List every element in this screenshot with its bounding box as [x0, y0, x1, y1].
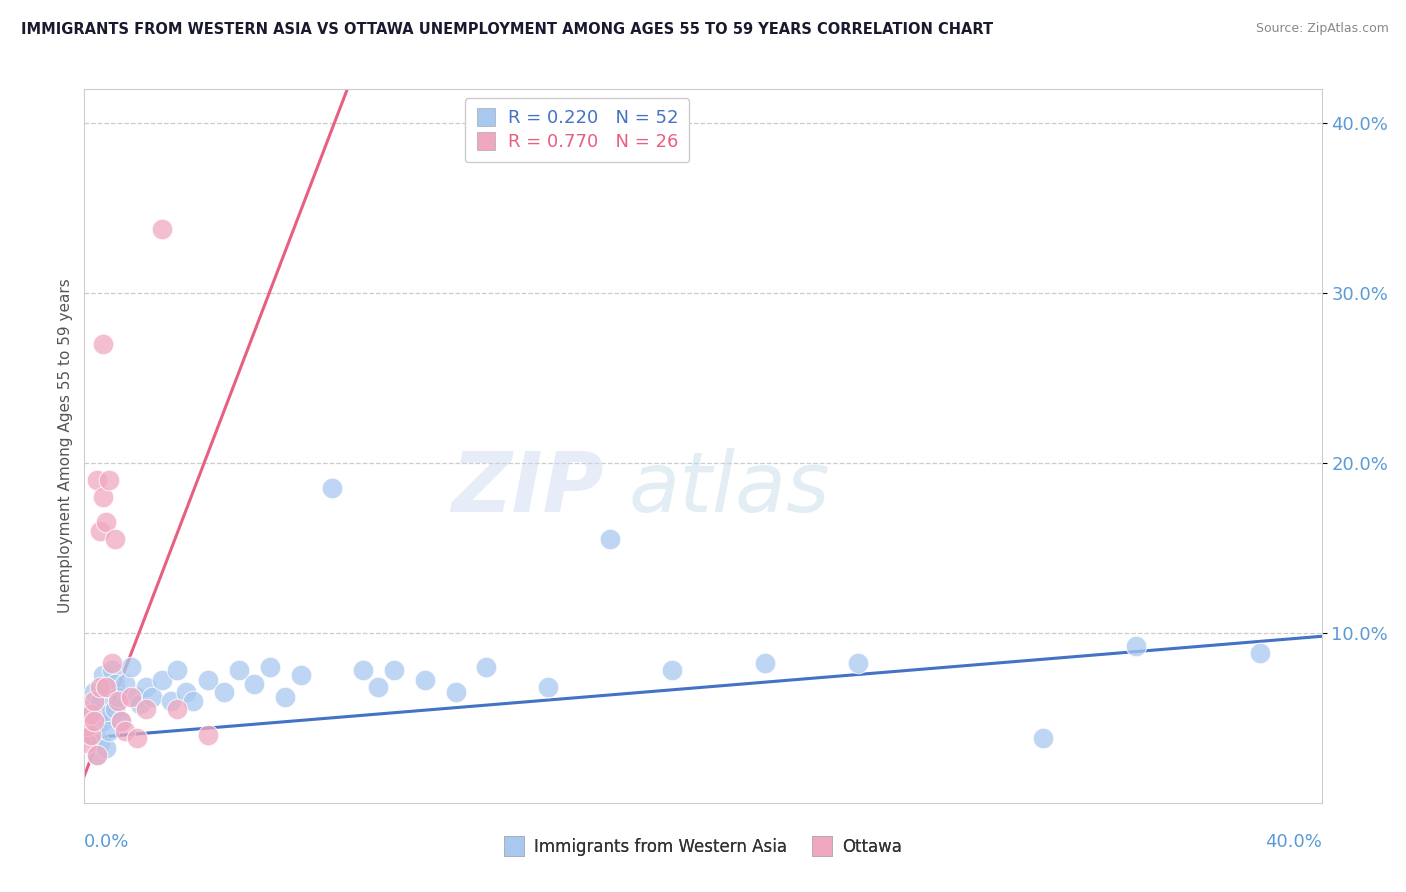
Point [754, 657, 776, 671]
Point [290, 668, 312, 682]
Point [83, 694, 105, 708]
Point [89, 524, 111, 538]
Point [176, 685, 198, 699]
Point [89, 736, 111, 750]
Point [599, 533, 621, 547]
Point [661, 663, 683, 677]
Point [846, 657, 869, 671]
Point [259, 660, 281, 674]
Point [101, 657, 124, 671]
Point [321, 482, 343, 496]
Point [83, 714, 105, 729]
Point [197, 728, 219, 742]
Point [98, 707, 121, 722]
Point [83, 731, 105, 746]
Point [150, 221, 173, 235]
Text: 0.0%: 0.0% [84, 833, 129, 851]
Y-axis label: Unemployment Among Ages 55 to 59 years: Unemployment Among Ages 55 to 59 years [58, 278, 73, 614]
Text: 40.0%: 40.0% [1265, 833, 1322, 851]
Point [76, 719, 98, 733]
Point [212, 685, 235, 699]
Text: atlas: atlas [628, 449, 831, 529]
Point [135, 702, 157, 716]
Text: ZIP: ZIP [451, 449, 605, 529]
Point [89, 694, 111, 708]
Point [86, 748, 108, 763]
Point [166, 702, 188, 716]
Point [89, 680, 111, 694]
Point [94, 516, 117, 530]
Point [120, 660, 142, 674]
Point [181, 694, 204, 708]
Point [120, 690, 142, 705]
Point [110, 714, 132, 729]
Point [91, 714, 114, 729]
Point [444, 685, 467, 699]
Point [86, 719, 108, 733]
Point [475, 660, 498, 674]
Point [197, 673, 219, 688]
Point [91, 337, 114, 351]
Legend: Immigrants from Western Asia, Ottawa: Immigrants from Western Asia, Ottawa [498, 831, 908, 863]
Point [107, 694, 129, 708]
Point [101, 663, 124, 677]
Point [110, 714, 132, 729]
Point [413, 673, 436, 688]
Point [274, 690, 297, 705]
Point [86, 748, 108, 763]
Point [76, 736, 98, 750]
Point [129, 698, 152, 712]
Point [160, 694, 183, 708]
Point [228, 663, 250, 677]
Point [166, 663, 188, 677]
Point [91, 490, 114, 504]
Point [135, 680, 157, 694]
Text: Source: ZipAtlas.com: Source: ZipAtlas.com [1256, 22, 1389, 36]
Point [107, 690, 129, 705]
Point [125, 690, 148, 705]
Point [91, 668, 114, 682]
Point [1032, 731, 1054, 746]
Point [150, 673, 173, 688]
Point [98, 724, 121, 739]
Point [104, 533, 127, 547]
Point [104, 677, 127, 691]
Point [94, 680, 117, 694]
Point [1125, 640, 1147, 654]
Point [382, 663, 405, 677]
Point [243, 677, 266, 691]
Point [352, 663, 374, 677]
Point [76, 728, 98, 742]
Point [1249, 646, 1271, 660]
Point [83, 685, 105, 699]
Point [79, 707, 101, 722]
Point [114, 677, 136, 691]
Point [537, 680, 560, 694]
Point [79, 702, 101, 716]
Point [94, 680, 117, 694]
Point [125, 731, 148, 746]
Point [94, 741, 117, 756]
Point [79, 728, 101, 742]
Point [367, 680, 389, 694]
Point [114, 724, 136, 739]
Point [104, 702, 127, 716]
Point [86, 473, 108, 487]
Text: IMMIGRANTS FROM WESTERN ASIA VS OTTAWA UNEMPLOYMENT AMONG AGES 55 TO 59 YEARS CO: IMMIGRANTS FROM WESTERN ASIA VS OTTAWA U… [21, 22, 993, 37]
Point [141, 690, 163, 705]
Point [98, 473, 121, 487]
